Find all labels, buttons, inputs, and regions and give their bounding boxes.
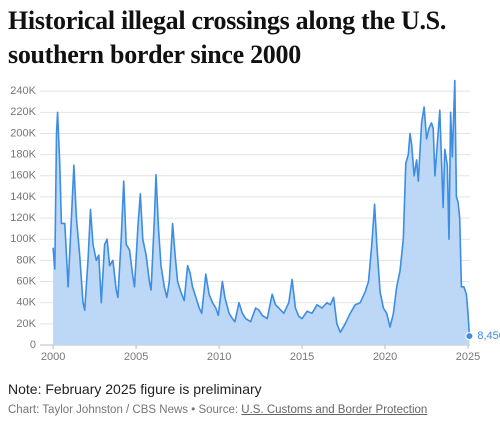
x-tick-label: 2015	[290, 351, 314, 363]
credit-line: Chart: Taylor Johnston / CBS News • Sour…	[8, 404, 427, 416]
y-tick-label: 160K	[10, 170, 36, 182]
x-tick-label: 2000	[41, 351, 65, 363]
y-tick-label: 240K	[10, 85, 36, 97]
y-tick-label: 80K	[16, 254, 36, 266]
y-tick-label: 180K	[10, 149, 36, 161]
y-tick-label: 120K	[10, 212, 36, 224]
x-tick-label: 2010	[207, 351, 231, 363]
x-tick-label: 2005	[124, 351, 148, 363]
end-point	[465, 332, 474, 341]
credit: Chart: Taylor Johnston / CBS News • Sour…	[8, 404, 239, 416]
y-tick-label: 200K	[10, 127, 36, 139]
x-tick-label: 2020	[373, 351, 397, 363]
y-tick-label: 140K	[10, 191, 36, 203]
y-tick-label: 0	[30, 339, 36, 351]
end-label: 8,450	[477, 330, 500, 342]
x-tick-label: 2025	[456, 351, 480, 363]
y-tick-label: 60K	[16, 275, 36, 287]
area	[53, 80, 470, 345]
y-tick-label: 20K	[16, 318, 36, 330]
y-tick-label: 220K	[10, 106, 36, 118]
y-tick-label: 40K	[16, 297, 36, 309]
source-link[interactable]: U.S. Customs and Border Protection	[241, 404, 428, 416]
y-tick-label: 100K	[10, 233, 36, 245]
note: Note: February 2025 figure is preliminar…	[8, 381, 262, 397]
line	[52, 79, 471, 337]
chart-title: Historical illegal crossings along the U…	[8, 6, 447, 69]
